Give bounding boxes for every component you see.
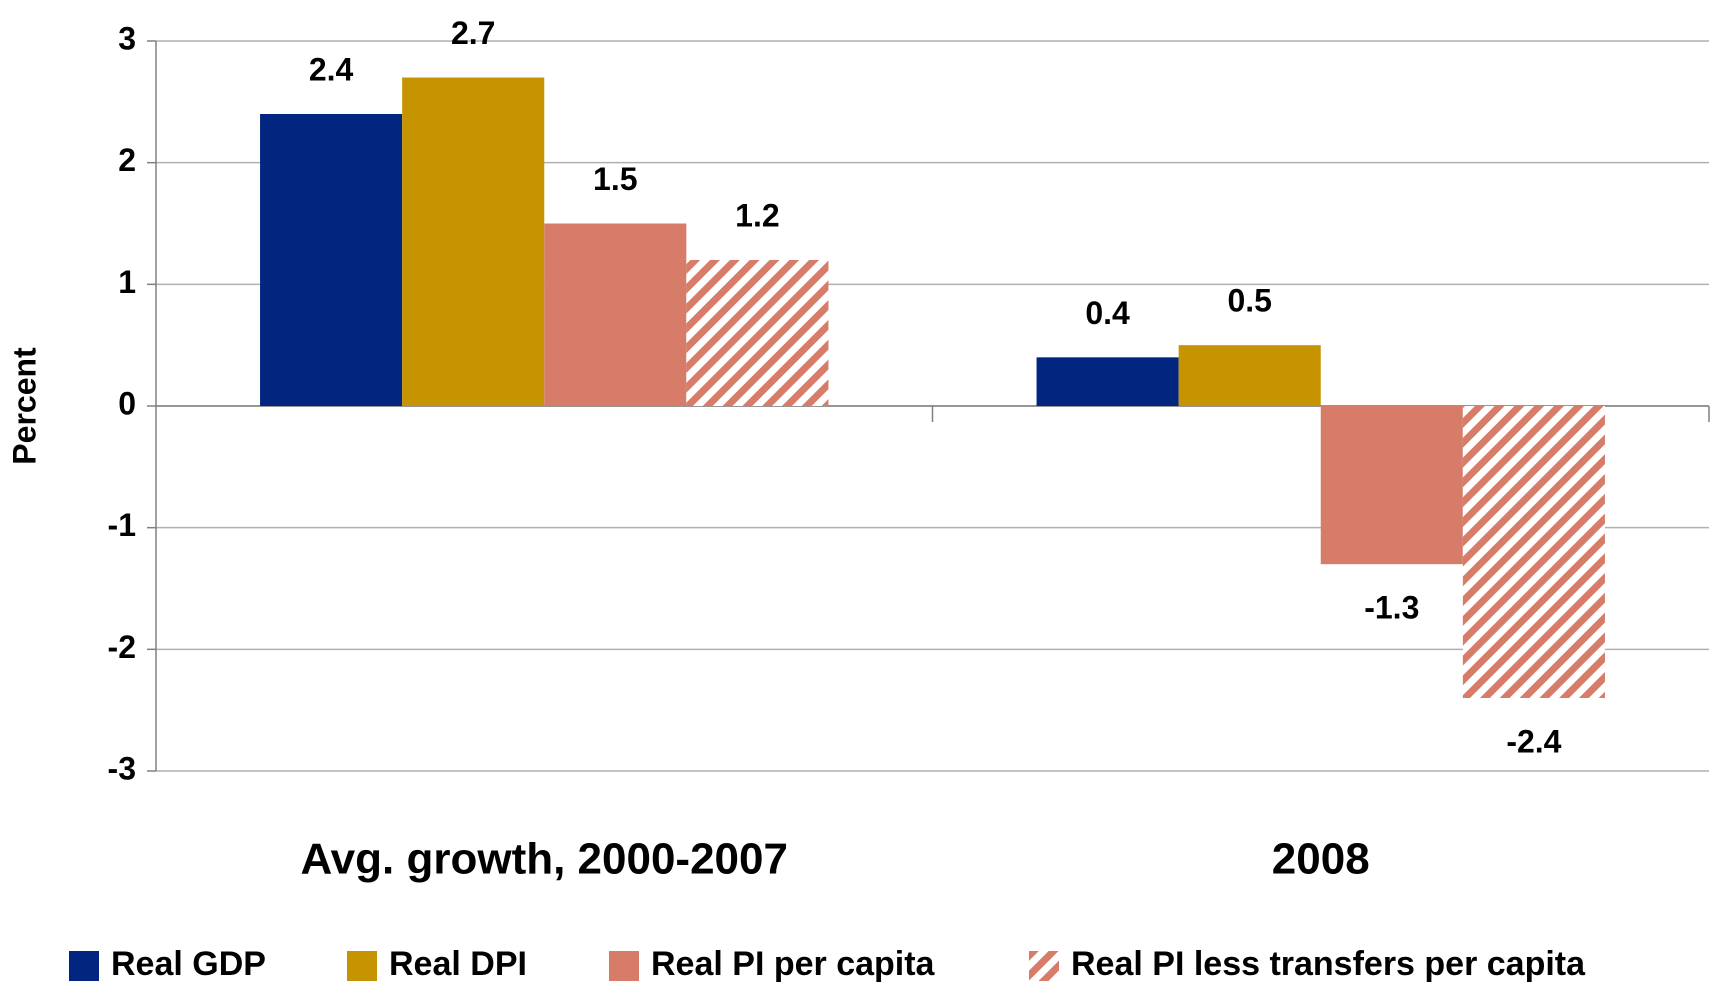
legend-swatch [609, 951, 639, 981]
bar [402, 77, 545, 406]
legend-label: Real GDP [111, 945, 266, 983]
y-tick-label: 2 [118, 142, 136, 178]
y-tick-label: -2 [108, 629, 136, 665]
data-label: 0.5 [1227, 283, 1271, 319]
legend-swatch [69, 951, 99, 981]
y-tick-label: 1 [118, 264, 136, 300]
data-label: -2.4 [1506, 723, 1561, 759]
bar [1178, 345, 1321, 406]
y-tick-label: 3 [118, 20, 136, 56]
data-label: 2.7 [451, 15, 495, 51]
y-tick-label: 0 [118, 385, 136, 421]
y-axis-title: Percent [6, 347, 42, 465]
data-label: 1.5 [593, 161, 637, 197]
bar [686, 260, 829, 406]
bar [1462, 406, 1605, 698]
bar [544, 223, 687, 406]
data-label: 1.2 [735, 197, 779, 233]
legend-label: Real PI per capita [651, 945, 936, 983]
bar [260, 114, 403, 406]
data-label: 0.4 [1085, 295, 1130, 331]
legend-label: Real PI less transfers per capita [1071, 945, 1586, 983]
y-tick-label: -1 [108, 507, 136, 543]
y-tick-label: -3 [108, 750, 136, 786]
legend-swatch [347, 951, 377, 981]
x-tick-label: 2008 [1272, 835, 1370, 884]
data-label: 2.4 [309, 51, 354, 87]
bar [1320, 406, 1463, 565]
legend-label: Real DPI [389, 945, 527, 983]
legend-swatch [1029, 951, 1059, 981]
bar [1036, 357, 1179, 406]
data-label: -1.3 [1364, 590, 1419, 626]
x-tick-label: Avg. growth, 2000-2007 [301, 835, 788, 884]
